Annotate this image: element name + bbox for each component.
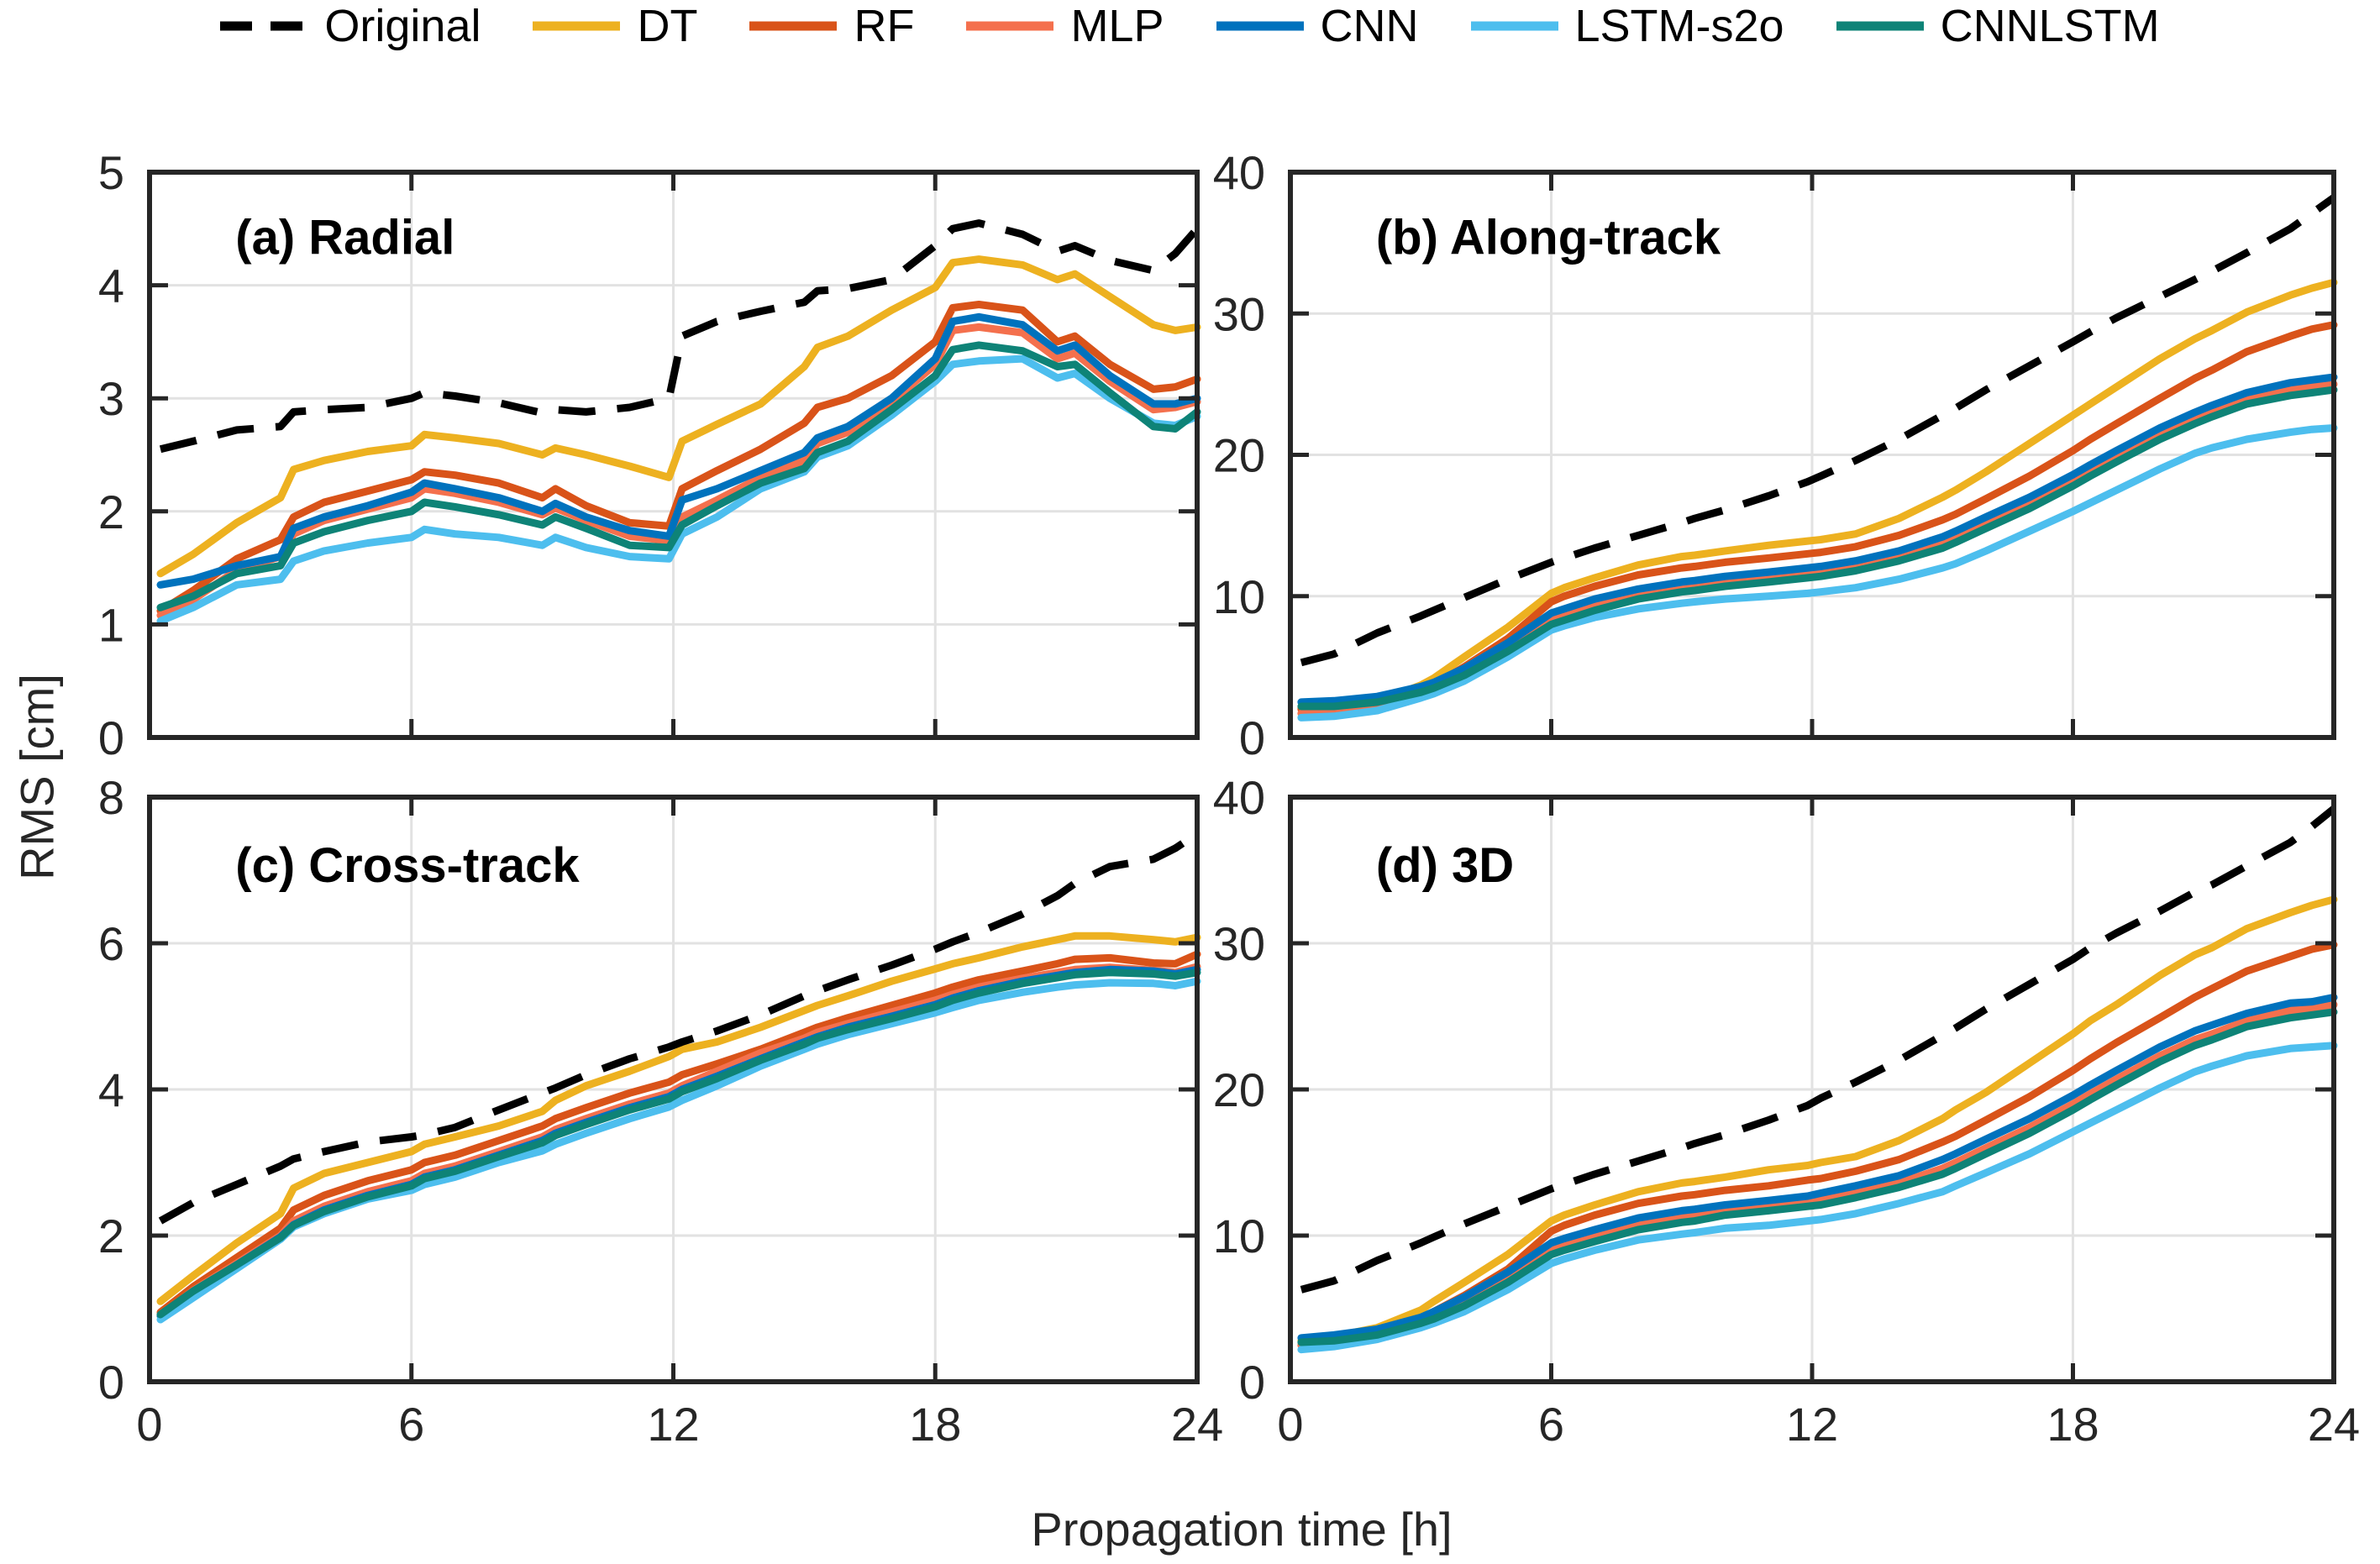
y-tick-label: 6 <box>98 917 124 970</box>
legend-swatch-line <box>533 21 621 31</box>
y-tick-label: 0 <box>98 711 124 764</box>
y-tick-label: 8 <box>98 771 124 824</box>
series-line-rf <box>156 301 1201 615</box>
x-axis-label: Propagation time [h] <box>1031 1503 1453 1556</box>
panel-a: 0 1 2 3 4 5 (a) Radial <box>98 146 1201 764</box>
legend-item-dt: DT <box>533 3 697 49</box>
y-tick-label: 2 <box>98 485 124 538</box>
series-line-mlp <box>1297 1000 2338 1349</box>
y-tick-label: 30 <box>1213 917 1265 970</box>
series-line-cnnlstm <box>1297 1008 2338 1346</box>
y-tick-label: 10 <box>1213 570 1265 623</box>
series-line-original <box>158 830 1200 1225</box>
legend-item-cnnlstm: CNNLSTM <box>1836 3 2160 49</box>
series-line-lstm-s2o <box>1297 1042 2338 1354</box>
legend-item-lstm-s2o: LSTM-s2o <box>1470 1 1784 51</box>
x-tick-label: 12 <box>1786 1398 1838 1451</box>
series-line-cnnlstm <box>156 968 1201 1319</box>
legend-label: DT <box>637 1 698 51</box>
y-tick-label: 4 <box>98 1063 124 1116</box>
legend-label: RF <box>854 1 915 51</box>
series-line-cnn <box>1297 373 2338 706</box>
panel-title-c: (c) Cross-track <box>235 838 580 893</box>
y-tick-label: 30 <box>1213 287 1265 340</box>
series-line-dt <box>156 932 1201 1305</box>
legend-item-mlp: MLP <box>966 3 1164 49</box>
series-line-dt <box>1297 278 2338 712</box>
x-tick-label: 12 <box>647 1398 699 1451</box>
y-tick-label: 4 <box>98 260 124 312</box>
series-line-cnn <box>156 312 1201 589</box>
y-tick-label: 20 <box>1213 429 1265 482</box>
series-line-rf <box>1297 321 2338 713</box>
series-line-lstm-s2o <box>156 354 1201 625</box>
series-line-dt <box>156 255 1201 578</box>
y-tick-label: 1 <box>98 598 124 651</box>
y-tick-label: 40 <box>1213 771 1265 824</box>
y-tick-label: 3 <box>98 372 124 425</box>
legend-label: CNNLSTM <box>1940 1 2160 51</box>
x-tick-label: 18 <box>909 1398 961 1451</box>
legend-item-original: Original <box>220 3 481 49</box>
panel-b: 0 10 20 30 40 (b) Along-track <box>1213 146 2338 764</box>
legend: Original DT RF MLP CNN LSTM-s2o CNNLSTM <box>0 3 2380 49</box>
legend-swatch-line <box>1470 21 1558 31</box>
series-line-original <box>159 219 1201 454</box>
legend-item-cnn: CNN <box>1216 3 1419 49</box>
x-tick-label: 0 <box>136 1398 162 1451</box>
series-line-cnn <box>156 965 1201 1320</box>
series-line-lstm-s2o <box>1297 424 2338 722</box>
y-tick-label: 40 <box>1213 146 1265 199</box>
panel-title-b: (b) Along-track <box>1376 211 1721 265</box>
x-tick-label: 0 <box>1277 1398 1303 1451</box>
y-tick-label: 2 <box>98 1210 124 1262</box>
series-line-cnnlstm <box>156 341 1201 611</box>
series-line-cnn <box>1297 993 2338 1342</box>
y-tick-label: 5 <box>98 146 124 199</box>
series-line-original <box>1300 194 2336 667</box>
y-tick-label: 10 <box>1213 1210 1265 1262</box>
x-tick-label: 24 <box>1171 1398 1223 1451</box>
panel-d: 0 10 20 30 40 0 6 12 18 24 (d) 3D <box>1213 771 2360 1451</box>
legend-label: LSTM-s2o <box>1574 1 1784 51</box>
series-line-mlp <box>156 963 1201 1320</box>
x-tick-label: 6 <box>398 1398 424 1451</box>
x-tick-label: 18 <box>2046 1398 2099 1451</box>
legend-swatch-line <box>1216 21 1304 31</box>
panel-title-a: (a) Radial <box>235 211 454 265</box>
legend-swatch-line <box>749 21 838 31</box>
series-line-original <box>1300 806 2336 1294</box>
y-tick-label: 0 <box>1239 711 1265 764</box>
legend-label: CNN <box>1320 1 1419 51</box>
series-line-dt <box>1297 895 2338 1345</box>
x-tick-label: 24 <box>2308 1398 2360 1451</box>
legend-label: Original <box>324 1 481 51</box>
y-tick-label: 0 <box>1239 1356 1265 1409</box>
legend-item-rf: RF <box>749 3 914 49</box>
series-line-cnnlstm <box>1297 386 2338 711</box>
series-line-lstm-s2o <box>156 977 1201 1324</box>
legend-swatch-line <box>1836 21 1924 31</box>
y-tick-label: 0 <box>98 1356 124 1409</box>
panel-title-d: (d) 3D <box>1376 838 1514 893</box>
y-tick-label: 20 <box>1213 1063 1265 1116</box>
legend-swatch-line <box>220 21 308 31</box>
x-tick-label: 6 <box>1538 1398 1564 1451</box>
series-line-rf <box>156 950 1201 1316</box>
legend-label: MLP <box>1070 1 1164 51</box>
legend-swatch-line <box>966 21 1054 31</box>
